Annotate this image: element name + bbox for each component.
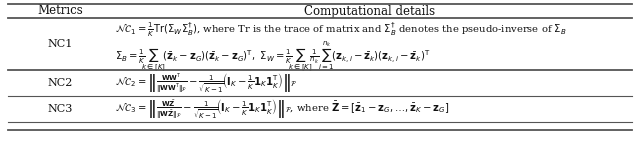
Text: NC2: NC2: [47, 78, 73, 88]
Text: NC1: NC1: [47, 39, 73, 49]
Text: $\mathcal{NC}_3 = \left\|\frac{\mathbf{W}\bar{\mathbf{Z}}}{\|\mathbf{W}\bar{\mat: $\mathcal{NC}_3 = \left\|\frac{\mathbf{W…: [115, 97, 449, 121]
Text: $\mathcal{NC}_1 = \frac{1}{K}\mathrm{Tr}(\Sigma_W \Sigma_B^{\dagger})$, where Tr: $\mathcal{NC}_1 = \frac{1}{K}\mathrm{Tr}…: [115, 21, 567, 39]
Text: $\Sigma_B = \frac{1}{K}\!\!\sum_{k\in[K]}\!(\bar{\mathbf{z}}_k - \mathbf{z}_G)(\: $\Sigma_B = \frac{1}{K}\!\!\sum_{k\in[K]…: [115, 39, 430, 74]
Text: Metrics: Metrics: [37, 4, 83, 17]
Text: $\mathcal{NC}_2 = \left\|\frac{\mathbf{W}\mathbf{W}^{\mathrm{T}}}{\|\mathbf{W}\m: $\mathcal{NC}_2 = \left\|\frac{\mathbf{W…: [115, 71, 298, 95]
Text: Computational details: Computational details: [305, 4, 436, 17]
Text: NC3: NC3: [47, 104, 73, 114]
